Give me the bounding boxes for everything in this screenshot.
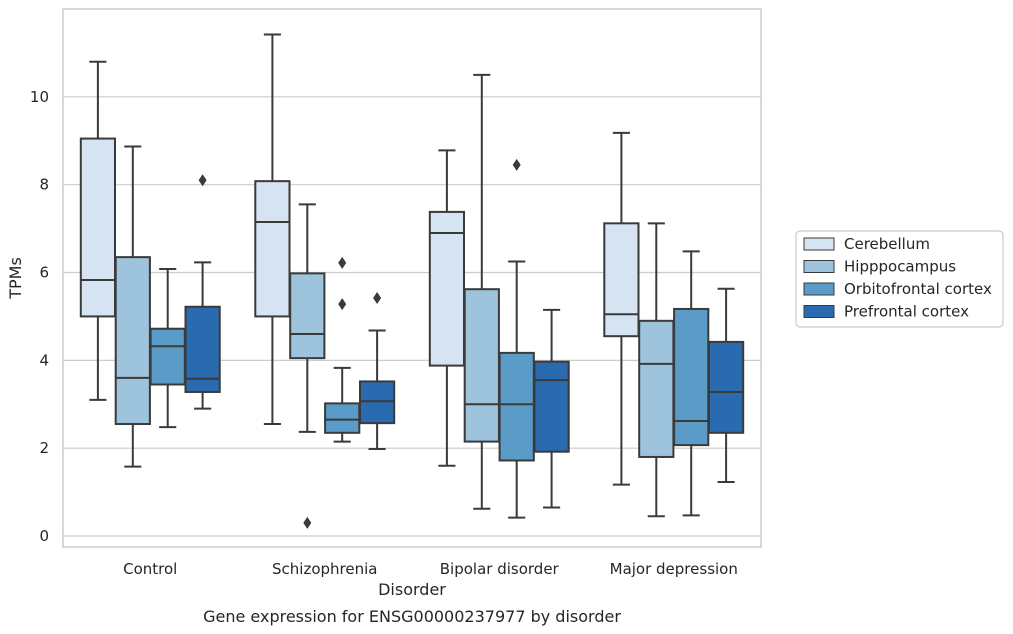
box <box>498 351 535 462</box>
y-tick-label: 8 <box>39 176 49 194</box>
y-tick-labels: 0 2 4 6 8 10 <box>30 88 49 545</box>
chart-caption: Gene expression for ENSG00000237977 by d… <box>203 607 621 626</box>
box <box>324 402 361 434</box>
box <box>149 327 186 386</box>
legend-swatch <box>803 237 835 251</box>
legend-label: Prefrontal cortex <box>844 303 969 321</box>
legend-swatch <box>803 282 835 296</box>
legend-swatch <box>803 260 835 273</box>
y-tick-label: 6 <box>39 264 49 282</box>
box <box>533 360 570 453</box>
box <box>79 137 117 318</box>
x-tick-label: Major depression <box>610 560 738 578</box>
legend-item: Prefrontal cortex <box>803 303 969 321</box>
box <box>463 288 500 443</box>
legend-label: Hipppocampus <box>844 258 956 276</box>
box <box>638 319 675 458</box>
box-group <box>428 73 570 519</box>
plot-area-frame <box>62 8 762 548</box>
box <box>428 210 466 367</box>
y-tick-label: 4 <box>39 351 49 369</box>
box <box>673 307 710 447</box>
box-group <box>79 60 221 468</box>
y-axis-label: TPMs <box>6 257 25 300</box>
x-axis-label: Disorder <box>378 580 446 599</box>
box-groups <box>79 33 745 529</box>
x-tick-label: Control <box>123 560 177 578</box>
legend: Cerebellum Hipppocampus Orbitofrontal cort… <box>795 230 1004 328</box>
legend-frame <box>795 230 1004 328</box>
legend-label: Cerebellum <box>844 235 930 253</box>
legend-item: Orbitofrontal cortex <box>803 280 992 298</box>
box <box>603 222 640 338</box>
legend-label: Orbitofrontal cortex <box>844 280 992 298</box>
box <box>254 180 291 318</box>
y-tick-label: 0 <box>39 527 49 545</box>
box <box>184 305 221 393</box>
box-group <box>603 131 745 518</box>
y-tick-label: 10 <box>30 88 49 106</box>
x-tick-label: Bipolar disorder <box>440 560 560 578</box>
legend-item: Cerebellum <box>803 235 930 253</box>
x-tick-label: Schizophrenia <box>272 560 377 578</box>
y-tick-label: 2 <box>39 439 49 457</box>
legend-swatch <box>803 305 835 318</box>
outlier-point <box>338 256 347 269</box>
outlier-point <box>338 298 347 311</box>
legend-item: Hipppocampus <box>803 258 956 276</box>
outlier-point <box>198 174 207 187</box>
box-group <box>254 33 396 529</box>
outlier-point <box>303 516 312 529</box>
box <box>358 380 396 425</box>
outlier-point <box>373 291 382 304</box>
x-tick-labels: Control Schizophrenia Bipolar disorder Majo… <box>123 560 738 578</box>
box <box>289 272 326 360</box>
box <box>114 256 151 426</box>
box <box>707 340 745 434</box>
outlier-point <box>512 158 521 171</box>
